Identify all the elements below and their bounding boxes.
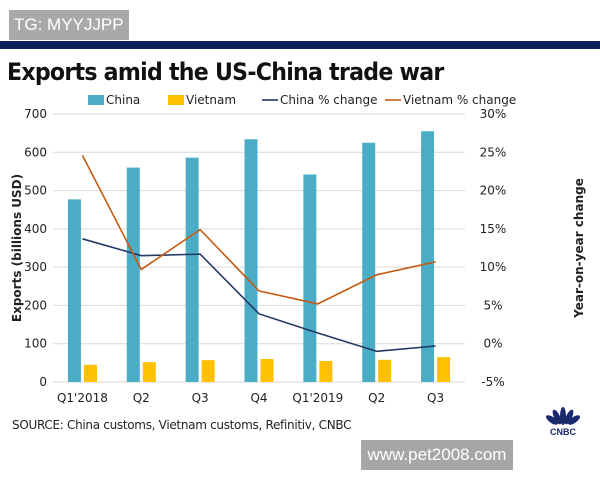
- x-tick-label: Q1'2018: [57, 391, 108, 405]
- bar-vietnam: [319, 360, 333, 382]
- line-vietnam-change: [81, 154, 436, 305]
- y-tick-label: 300: [24, 260, 47, 274]
- bar-vietnam: [378, 359, 392, 382]
- y-tick-label: 700: [24, 107, 47, 121]
- bar-china: [421, 131, 435, 382]
- y2-tick-label: 10%: [480, 260, 507, 274]
- cnbc-logo: CNBC: [546, 407, 580, 436]
- legend-label: China % change: [280, 93, 377, 107]
- y-tick-label: 100: [24, 337, 47, 351]
- y2-tick-label: -5%: [481, 375, 504, 389]
- y2-tick-label: 5%: [483, 298, 502, 312]
- legend-label: Vietnam % change: [403, 93, 516, 107]
- bar-vietnam: [437, 357, 451, 382]
- y-axis-label: Exports (billions USD): [10, 174, 24, 322]
- watermark-top: TG: MYYJJPP: [9, 10, 129, 40]
- legend-label: Vietnam: [186, 93, 236, 107]
- bar-vietnam: [260, 359, 274, 382]
- y-tick-label: 500: [24, 184, 47, 198]
- bar-vietnam: [142, 362, 156, 382]
- bar-china: [185, 157, 199, 382]
- x-tick-label: Q1'2019: [292, 391, 343, 405]
- x-tick-label: Q3: [192, 391, 209, 405]
- y2-tick-label: 30%: [480, 107, 507, 121]
- y-tick-label: 600: [24, 145, 47, 159]
- x-tick-label: Q2: [368, 391, 385, 405]
- y-tick-label: 0: [39, 375, 47, 389]
- y-tick-label: 400: [24, 222, 47, 236]
- chart-title: Exports amid the US-China trade war: [7, 58, 444, 86]
- bar-china: [303, 174, 317, 382]
- chart: 0 100 200 300 400 500 600 700 -5% 0% 5% 10% 15% 20% 25…: [10, 93, 586, 405]
- legend-swatch: [168, 95, 184, 105]
- svg-text:CNBC: CNBC: [550, 427, 576, 436]
- watermark-bottom: www.pet2008.com: [361, 440, 513, 470]
- y2-tick-label: 15%: [480, 222, 507, 236]
- bar-china: [244, 139, 258, 382]
- line-china-change: [82, 238, 436, 353]
- bar-vietnam: [201, 360, 215, 382]
- bar-china: [126, 167, 140, 382]
- y2-axis-label: Year-on-year change: [572, 178, 586, 319]
- bar-china: [67, 199, 81, 382]
- bar-vietnam: [83, 364, 97, 382]
- y2-tick-label: 0%: [483, 337, 502, 351]
- x-tick-label: Q4: [250, 391, 267, 405]
- y2-tick-label: 20%: [480, 184, 507, 198]
- header-bar: [0, 41, 600, 49]
- chart-source: SOURCE: China customs, Vietnam customs, …: [12, 418, 352, 432]
- y-tick-label: 200: [24, 298, 47, 312]
- legend-label: China: [106, 93, 140, 107]
- x-tick-label: Q3: [427, 391, 444, 405]
- y2-tick-label: 25%: [480, 145, 507, 159]
- bar-china: [362, 142, 376, 382]
- x-tick-label: Q2: [133, 391, 150, 405]
- legend-swatch: [88, 95, 104, 105]
